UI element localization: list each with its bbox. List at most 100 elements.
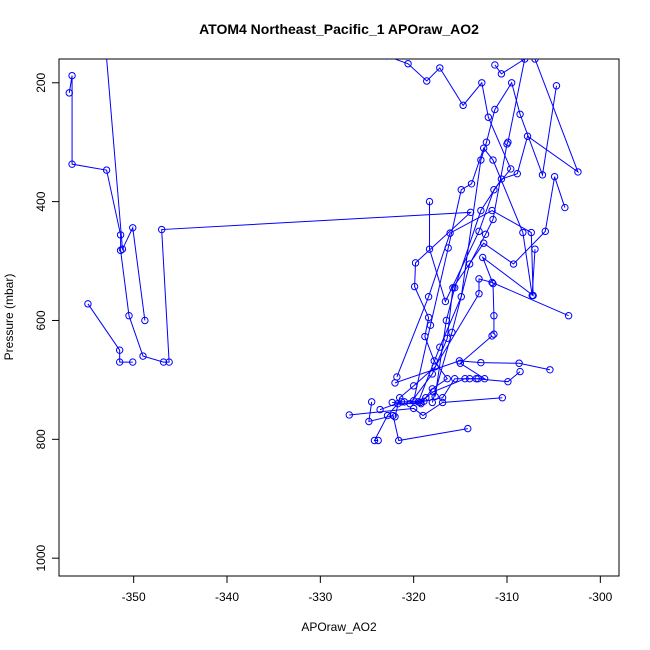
data-point [475,290,483,298]
data-point [491,61,499,69]
y-tick-label: 800 [34,429,48,449]
data-point [475,275,483,283]
data-point [426,321,435,329]
data-point [457,186,465,194]
series-line [379,371,521,411]
y-axis: 200 400 600 800 1000 [34,72,59,572]
data-point [451,375,459,383]
data-point [552,82,561,90]
data-point [420,397,428,405]
series-line [431,59,526,403]
data-point [448,328,456,337]
data-point [116,246,125,255]
data-point [411,259,420,267]
data-point [383,411,392,420]
x-tick-label: -350 [122,590,146,604]
data-point [441,297,450,306]
data-point [436,343,444,351]
data-point [410,282,419,291]
data-point [519,228,527,237]
data-point [68,71,76,80]
data-point [376,405,384,414]
data-point [438,398,447,407]
data-point [478,79,486,87]
data-point [497,175,506,183]
data-point [490,186,498,194]
y-tick-label: 1000 [34,545,48,572]
data-point [507,79,516,87]
data-point [509,260,518,268]
data-point [489,156,497,164]
data-point [428,398,437,407]
data-point [165,358,173,366]
data-point [489,215,497,224]
data-point [443,375,451,383]
data-point [541,227,549,236]
data-point [370,436,379,445]
series-line [413,147,536,401]
data-point [416,398,424,407]
data-point [425,197,434,206]
series-line [368,401,468,442]
series-layer [65,59,582,445]
data-point [507,165,515,173]
data-point [139,352,147,360]
data-point [477,156,485,164]
chart-title: ATOM4 Northeast_Pacific_1 APOraw_AO2 [199,21,479,37]
plot-frame [58,58,620,577]
series-line [434,59,579,397]
data-point [479,253,487,262]
series-line [87,303,133,363]
data-point [564,312,573,320]
data-point [457,293,465,301]
data-point [395,436,403,445]
data-point [465,260,474,268]
y-tick-label: 400 [34,191,48,211]
x-axis-label: APOraw_AO2 [301,620,377,634]
data-point [504,138,512,146]
data-point [102,166,111,174]
data-point [409,404,418,413]
data-point [455,357,464,365]
data-point [516,110,524,118]
data-point [498,394,507,402]
y-tick-label: 200 [34,72,48,92]
data-point [159,358,168,366]
data-point [449,284,457,292]
data-point [488,278,496,287]
data-point [467,180,476,188]
data-point [475,227,483,236]
data-point [393,373,401,381]
data-point [497,70,506,78]
data-point [115,358,124,366]
x-tick-label: -340 [215,590,239,604]
data-point [531,59,539,63]
data-point [490,312,498,320]
data-point [531,245,539,253]
data-point [424,293,433,301]
data-point [397,398,406,406]
data-point [419,411,427,420]
data-point [482,138,491,146]
data-point [422,394,430,402]
data-point [528,291,536,300]
data-point [516,367,524,376]
x-tick-label: -310 [495,590,519,604]
x-tick-label: -330 [308,590,332,604]
data-point [129,224,137,232]
data-point [431,392,439,401]
data-point [374,436,382,445]
data-point [459,101,467,110]
data-point [550,172,559,181]
data-point [461,375,469,383]
data-point [425,245,434,253]
series-line [106,59,146,321]
data-point [521,59,529,63]
data-point [157,225,166,234]
y-axis-label: Pressure (mbar) [2,274,16,361]
data-point [561,203,569,212]
data-point [472,375,480,383]
data-point [515,359,523,367]
data-point [490,330,498,338]
